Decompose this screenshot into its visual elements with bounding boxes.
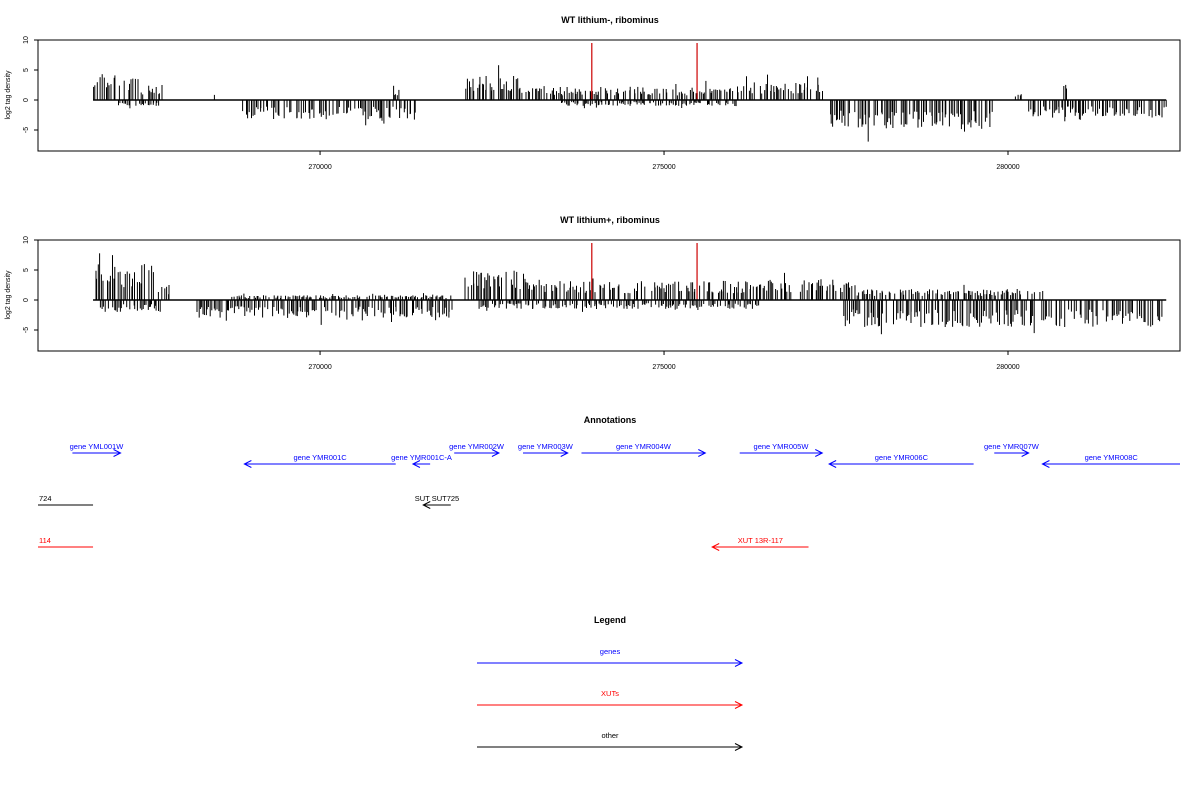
y-tick-label: 0 [23, 98, 30, 102]
gene-feature: gene YMR007W [984, 442, 1040, 457]
arrowhead [491, 449, 501, 457]
arrowhead [1021, 449, 1030, 457]
y-tick-label: 10 [23, 236, 30, 244]
legend-item: XUTs [477, 689, 744, 709]
legend-label: other [601, 731, 619, 740]
legend-items: genes XUTs other [477, 647, 744, 751]
feature-label: gene YMR004W [616, 442, 672, 451]
arrowhead [734, 659, 744, 667]
y-axis-label: log2 tag density [5, 70, 12, 120]
arrowhead [734, 701, 744, 709]
y-axis-label: log2 tag density [5, 270, 12, 320]
feature-label: 114 [39, 536, 51, 545]
legend-label: XUTs [601, 689, 619, 698]
arrowhead [411, 460, 421, 468]
feature-label: gene YMR007W [984, 442, 1040, 451]
x-axis: 270000 275000 280000 [308, 351, 1020, 371]
xut-feature: XUT 13R-117 [711, 536, 809, 551]
gene-feature: gene YMR006C [828, 453, 974, 468]
x-tick-label: 280000 [996, 364, 1019, 371]
y-tick-label: -5 [23, 327, 30, 333]
other-feature: SUT SUT725 [415, 494, 459, 509]
panel-title: WT lithium+, ribominus [560, 215, 660, 225]
xut-feature: 114 [38, 536, 94, 548]
track-panel-lithium-plus: WT lithium+, ribominus log2 tag density … [5, 215, 1181, 371]
feature-label: gene YML001W [70, 442, 125, 451]
gene-feature: gene YML001W [70, 442, 125, 457]
legend-item: other [477, 731, 744, 751]
x-tick-label: 275000 [652, 164, 675, 171]
track-panel-lithium-minus: WT lithium-, ribominus log2 tag density … [5, 15, 1181, 171]
legend-label: genes [600, 647, 621, 656]
x-tick-label: 270000 [308, 364, 331, 371]
arrowhead [560, 449, 569, 457]
y-tick-label: 5 [23, 68, 30, 72]
gene-feature: gene YMR004W [581, 442, 707, 457]
feature-label: gene YMR005W [754, 442, 810, 451]
feature-label: gene YMR003W [518, 442, 574, 451]
annotations-title: Annotations [584, 415, 637, 425]
gene-feature: gene YMR002W [449, 442, 505, 457]
feature-label: 724 [39, 494, 52, 503]
feature-label: SUT SUT725 [415, 494, 459, 503]
arrowhead [828, 460, 837, 468]
bar-group [93, 65, 1167, 142]
y-tick-label: 10 [23, 36, 30, 44]
bar-group [95, 253, 1163, 335]
legend: Legend genes XUTs other [477, 615, 744, 751]
arrowhead [815, 449, 824, 457]
feature-label: gene YMR006C [875, 453, 929, 462]
arrowhead [1041, 460, 1050, 468]
annotation-features: gene YML001W gene YMR001C gene YMR001C-A ge… [38, 442, 1180, 551]
feature-label: XUT 13R-117 [738, 536, 783, 545]
x-axis: 270000 275000 280000 [308, 151, 1020, 171]
arrowhead [243, 460, 252, 468]
other-feature: 724 [38, 494, 94, 506]
gene-feature: gene YMR008C [1041, 453, 1180, 468]
arrowhead [698, 449, 707, 457]
marker-group [591, 43, 698, 100]
arrowhead [113, 449, 122, 457]
x-tick-label: 280000 [996, 164, 1019, 171]
feature-label: gene YMR008C [1085, 453, 1139, 462]
plot-frame [37, 39, 1181, 152]
gene-feature: gene YMR001C-A [391, 453, 452, 468]
feature-label: gene YMR001C-A [391, 453, 452, 462]
y-axis: -5 0 5 10 [23, 236, 38, 333]
y-tick-label: 5 [23, 268, 30, 272]
marker-group [591, 243, 698, 300]
x-tick-label: 270000 [308, 164, 331, 171]
arrowhead [734, 743, 744, 751]
y-axis: -5 0 5 10 [23, 36, 38, 133]
gene-feature: gene YMR005W [739, 442, 824, 457]
arrowhead [711, 543, 720, 551]
arrowhead [422, 501, 431, 509]
x-tick-label: 275000 [652, 364, 675, 371]
legend-title: Legend [594, 615, 626, 625]
plot-frame [37, 239, 1181, 352]
panel-title: WT lithium-, ribominus [561, 15, 659, 25]
legend-item: genes [477, 647, 744, 667]
y-tick-label: -5 [23, 127, 30, 133]
feature-label: gene YMR001C [293, 453, 347, 462]
y-tick-label: 0 [23, 298, 30, 302]
feature-label: gene YMR002W [449, 442, 505, 451]
gene-feature: gene YMR001C [243, 453, 396, 468]
gene-feature: gene YMR003W [518, 442, 574, 457]
